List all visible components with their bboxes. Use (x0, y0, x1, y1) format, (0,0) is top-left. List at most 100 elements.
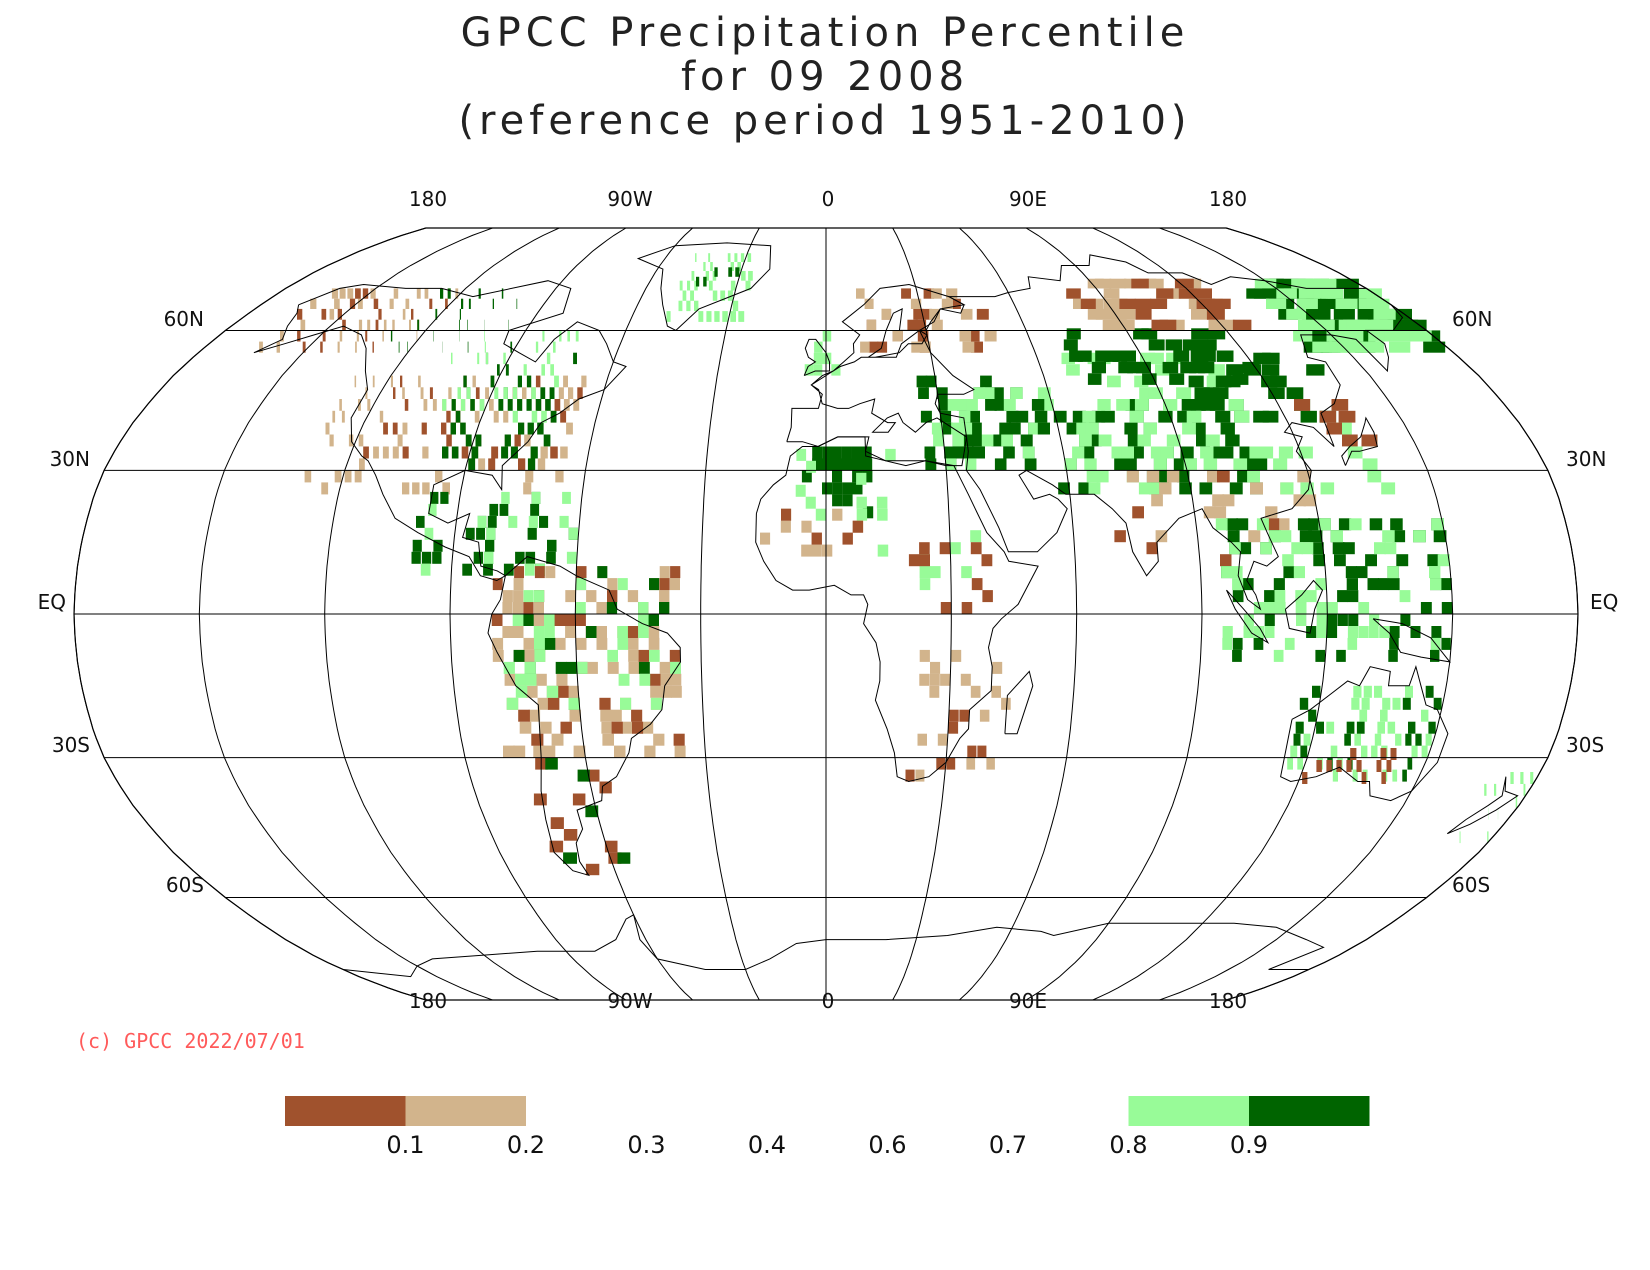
percentile-cell (531, 491, 541, 504)
percentile-cell (581, 375, 587, 388)
percentile-cell (970, 542, 982, 555)
percentile-cell (572, 793, 586, 806)
percentile-cell (1199, 339, 1217, 351)
percentile-cell (877, 508, 888, 521)
percentile-cell (1379, 626, 1390, 638)
percentile-cell (1125, 399, 1140, 411)
lat-label-right-eq: EQ (1590, 590, 1618, 614)
percentile-cell (527, 527, 537, 540)
percentile-cell (982, 387, 995, 399)
percentile-cell (1374, 733, 1382, 746)
percentile-cell (1160, 446, 1174, 459)
percentile-cell (659, 578, 670, 591)
percentile-cell (1034, 410, 1048, 423)
percentile-cell (575, 330, 579, 342)
percentile-cell (1008, 422, 1021, 435)
copyright-note: (c) GPCC 2022/07/01 (76, 1029, 305, 1053)
percentile-cell (1217, 470, 1230, 483)
percentile-cell (703, 276, 707, 287)
percentile-cell (1377, 578, 1390, 591)
legend-label: 0.6 (868, 1131, 906, 1159)
percentile-cell (554, 375, 559, 388)
percentile-cell (568, 387, 574, 399)
percentile-cell (483, 563, 493, 576)
percentile-cell (424, 288, 429, 299)
percentile-cell (931, 422, 943, 435)
percentile-cell (1087, 352, 1102, 365)
percentile-cell (1156, 288, 1174, 299)
percentile-cell (967, 330, 980, 342)
percentile-cell (429, 298, 433, 309)
percentile-cell (670, 685, 682, 698)
percentile-cell (1138, 482, 1152, 495)
percentile-cell (973, 446, 985, 459)
percentile-cell (543, 745, 556, 758)
percentile-cell (1530, 772, 1534, 784)
percentile-cell (1180, 446, 1194, 459)
percentile-cell (1316, 602, 1328, 614)
title-line-2: for 09 2008 (681, 54, 969, 100)
percentile-cell (851, 446, 862, 459)
percentile-cell (407, 341, 408, 353)
percentile-cell (1362, 458, 1378, 471)
percentile-cell (1421, 709, 1429, 722)
percentile-cell (1356, 566, 1368, 579)
percentile-cell (402, 308, 406, 320)
percentile-cell (832, 508, 843, 521)
percentile-cell (1173, 350, 1190, 362)
percentile-cell (513, 578, 524, 591)
percentile-cell (1273, 578, 1285, 591)
percentile-cell (1226, 518, 1238, 531)
longitude-labels-top: 180 90W 0 90E 180 (409, 187, 1247, 211)
percentile-cell (550, 446, 558, 459)
percentile-cell (960, 422, 973, 435)
legend-labels: 0.1 0.2 0.3 0.4 0.6 0.7 0.8 0.9 (386, 1131, 1268, 1159)
percentile-cell (961, 602, 973, 614)
percentile-cell (468, 458, 476, 471)
percentile-cell (1208, 364, 1225, 376)
percentile-cell (1163, 399, 1178, 411)
percentile-cell (596, 602, 607, 614)
percentile-cell (546, 685, 559, 698)
percentile-cell (375, 319, 379, 331)
percentile-cell (1369, 518, 1383, 531)
percentile-cell (1400, 614, 1411, 626)
percentile-cell (563, 852, 577, 864)
percentile-cell (533, 793, 547, 806)
percentile-cell (390, 375, 393, 388)
percentile-cell (417, 319, 420, 331)
percentile-cell (515, 685, 528, 698)
percentile-cell (1280, 482, 1294, 495)
percentile-cell (966, 399, 978, 411)
percentile-cell (1274, 590, 1286, 603)
percentile-cell (545, 757, 558, 770)
percentile-cell (526, 375, 532, 388)
percentile-cell (517, 399, 523, 411)
percentile-cell (804, 364, 814, 376)
percentile-cell (1431, 518, 1444, 531)
percentile-cell (418, 375, 421, 388)
percentile-cell (531, 387, 536, 399)
percentile-cell (524, 649, 535, 662)
percentile-cell (1441, 637, 1451, 650)
lon-label-top-90e: 90E (1009, 187, 1047, 211)
percentile-cell (1381, 772, 1386, 784)
percentile-cell (960, 673, 971, 686)
percentile-cell (1072, 446, 1085, 459)
percentile-cell (745, 280, 751, 291)
percentile-cell (526, 685, 538, 698)
percentile-cell (965, 458, 977, 471)
percentile-cell (575, 637, 587, 650)
percentile-cell (1361, 745, 1368, 758)
percentile-cell (601, 721, 613, 734)
percentile-cell (971, 578, 983, 591)
percentile-cell (1390, 518, 1403, 531)
percentile-cell (421, 551, 432, 564)
percentile-cell (1295, 721, 1304, 734)
percentile-cell (1087, 308, 1103, 320)
percentile-cell (948, 721, 959, 734)
percentile-cell (627, 637, 639, 650)
percentile-cell (1382, 697, 1391, 710)
percentile-cell (929, 685, 940, 698)
percentile-cell (1312, 542, 1324, 555)
